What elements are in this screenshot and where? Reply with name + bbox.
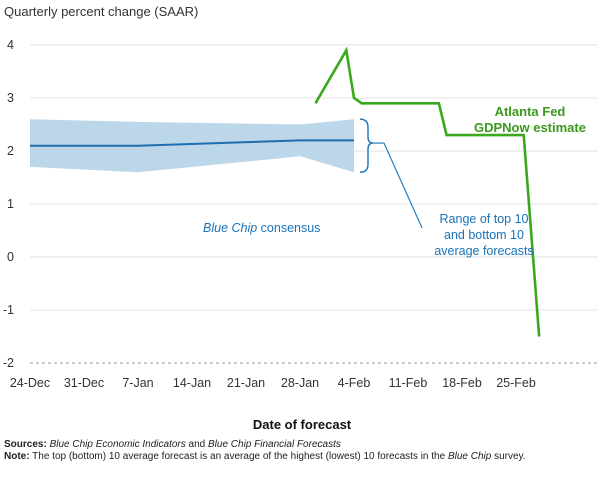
sources-and: and <box>185 439 209 450</box>
y-axis-label: Quarterly percent change (SAAR) <box>4 4 198 19</box>
y-tick-0: 0 <box>7 250 14 264</box>
y-tick--1: -1 <box>3 303 14 317</box>
x-tick-18-Feb: 18-Feb <box>442 376 482 390</box>
consensus-label: Blue Chip consensus <box>203 221 320 235</box>
consensus-label-rest: consensus <box>257 221 320 235</box>
range-bracket <box>359 118 374 173</box>
x-tick-4-Feb: 4-Feb <box>338 376 371 390</box>
range-leader-line <box>373 142 423 229</box>
x-tick-labels: 24-Dec 31-Dec 7-Jan 14-Jan 21-Jan 28-Jan 4-Feb… <box>10 376 536 390</box>
sources-label: Sources: <box>4 439 47 450</box>
range-label-line-1: Range of top 10 <box>440 212 529 226</box>
x-tick-25-Feb: 25-Feb <box>496 376 536 390</box>
range-label-line-2: and bottom 10 <box>444 228 524 242</box>
footnotes: Sources: Blue Chip Economic Indicators a… <box>4 439 596 463</box>
x-tick-21-Jan: 21-Jan <box>227 376 265 390</box>
x-tick-31-Dec: 31-Dec <box>64 376 104 390</box>
forecast-range-band <box>30 119 354 173</box>
y-tick-3: 3 <box>7 91 14 105</box>
note-italic: Blue Chip <box>447 451 492 462</box>
series-lines <box>30 46 541 337</box>
note-text: The top (bottom) 10 average forecast is … <box>29 451 448 462</box>
annotations: Range of top 10 and bottom 10 average fore… <box>203 104 586 258</box>
series-gdpnow-line <box>314 46 541 337</box>
consensus-label-italic: Blue Chip <box>203 221 257 235</box>
series-consensus-line <box>30 139 354 147</box>
sources-title-1: Blue Chip Economic Indicators <box>49 439 186 450</box>
range-label-line-3: average forecasts <box>434 244 533 258</box>
y-tick-labels: 4 3 2 1 0 -1 -2 <box>3 38 14 370</box>
y-tick-1: 1 <box>7 197 14 211</box>
note-line: Note: The top (bottom) 10 average foreca… <box>4 451 596 463</box>
y-tick-2: 2 <box>7 144 14 158</box>
y-tick--2: -2 <box>3 356 14 370</box>
chart: Quarterly percent change (SAAR) 4 3 2 1 0 -1 -… <box>3 4 598 432</box>
sources-title-2: Blue Chip Financial Forecasts <box>208 439 341 450</box>
note-tail: survey. <box>491 451 526 462</box>
gdpnow-label-line-1: Atlanta Fed <box>495 104 566 119</box>
x-tick-11-Feb: 11-Feb <box>389 376 428 390</box>
x-tick-28-Jan: 28-Jan <box>281 376 319 390</box>
sources-line: Sources: Blue Chip Economic Indicators a… <box>4 439 596 451</box>
y-tick-4: 4 <box>7 38 14 52</box>
band-area <box>30 119 354 173</box>
gridlines <box>30 44 598 364</box>
gdpnow-label-line-2: GDPNow estimate <box>474 120 586 135</box>
x-axis-label: Date of forecast <box>253 417 352 432</box>
x-tick-7-Jan: 7-Jan <box>122 376 153 390</box>
x-tick-14-Jan: 14-Jan <box>173 376 211 390</box>
note-label: Note: <box>4 451 30 462</box>
x-tick-24-Dec: 24-Dec <box>10 376 50 390</box>
